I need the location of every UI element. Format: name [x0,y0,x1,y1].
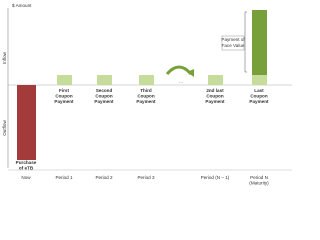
period-label: Period 3 [137,175,155,180]
bar-label: 2nd last [206,88,224,93]
period-label: (Maturity) [249,181,269,186]
face-value-bar [252,10,267,75]
note-text: Face Value [222,43,245,48]
bar-label: Coupon [250,94,268,99]
coupon-bar [57,75,72,85]
bar-label: Second [96,88,113,93]
bar-label: Payment [249,99,269,104]
bar-label: Coupon [55,94,73,99]
bar-label: Third [140,88,152,93]
purchase-bar [17,85,36,160]
period-label: Period (N – 1) [201,175,230,180]
bar-label: Payment [54,99,74,104]
bar-label: of eTB [19,166,34,171]
diagram: $ Amount Inflow Outflow Payment of Face … [2,3,292,186]
ellipsis: ... [179,79,183,84]
bar-label: Payment [205,99,225,104]
arrow-head [187,69,194,77]
bar-label: Coupon [137,94,155,99]
bar-label: Coupon [206,94,224,99]
bar-label: Coupon [95,94,113,99]
bar-label: Purchase [16,160,37,165]
note-box [221,35,245,51]
bar-label: Last [254,88,264,93]
bar-label: Payment [94,99,114,104]
bar-label: First [59,88,69,93]
inflow-label: Inflow [2,51,7,64]
period-label: Period N [250,175,268,180]
period-label: Period 1 [55,175,73,180]
bar-label: Payment [136,99,156,104]
coupon-bar [97,75,112,85]
y-axis-label: $ Amount [12,3,32,8]
bracket [244,11,247,73]
coupon-bar [139,75,154,85]
period-label: Period 2 [95,175,113,180]
progress-arrow [165,65,193,76]
coupon-bar [208,75,223,85]
period-label: Now [21,175,31,180]
outflow-label: Outflow [2,120,7,136]
note-text: Payment of [221,37,245,42]
coupon-bar [252,75,267,85]
